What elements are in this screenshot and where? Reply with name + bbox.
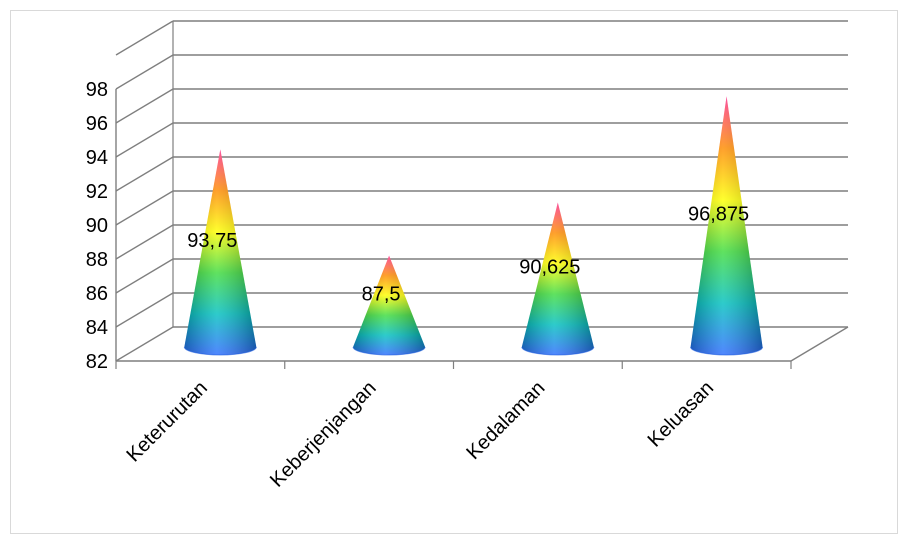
cone-base-rim (183, 346, 257, 356)
axes (115, 21, 849, 369)
gridline-side (115, 292, 174, 328)
cone-bar (352, 255, 426, 356)
cone-base-rim (521, 346, 595, 356)
category-label: Keberjenjangan (266, 377, 381, 492)
data-label: 96,875 (688, 204, 749, 226)
gridline-side (115, 88, 174, 124)
cone-bar (521, 202, 595, 356)
gridline-side (115, 190, 174, 226)
cone-base-rim (690, 346, 764, 356)
gridline-side (115, 258, 174, 294)
cones (183, 96, 764, 356)
y-tick-label: 92 (86, 181, 108, 203)
x-axis-categories: Keterurutan Keberjenjangan Kedalaman Keluas… (122, 377, 718, 492)
cone-bar (690, 96, 764, 356)
gridline-side (115, 326, 174, 362)
category-label: Keterurutan (122, 377, 211, 466)
y-tick-label: 88 (86, 249, 108, 271)
y-tick-label: 86 (86, 283, 108, 305)
y-tick-label: 90 (86, 215, 108, 237)
data-label: 93,75 (187, 230, 237, 252)
cone-bar (183, 149, 257, 356)
gridline-side (115, 20, 174, 56)
gridline-side (115, 54, 174, 90)
data-label: 87,5 (362, 283, 401, 305)
y-axis-ticks: 82 84 86 88 90 92 94 96 98 (86, 79, 108, 373)
category-label: Kedalaman (462, 377, 549, 464)
data-label: 90,625 (519, 257, 580, 279)
category-label: Keluasan (644, 377, 719, 452)
chart-area: 82 84 86 88 90 92 94 96 98 93,75 87,5 90,625 96,875… (10, 10, 898, 534)
cone-base-rim (352, 346, 426, 356)
floor-edge (790, 326, 849, 362)
gridline-side (115, 122, 174, 158)
data-labels: 93,75 87,5 90,625 96,875 (187, 204, 749, 306)
y-tick-label: 84 (86, 317, 108, 339)
y-tick-label: 94 (86, 147, 108, 169)
cone-shading (353, 255, 426, 355)
cone-shading (690, 96, 763, 355)
y-tick-label: 82 (86, 351, 108, 373)
gridline-side (115, 224, 174, 260)
y-tick-label: 96 (86, 113, 108, 135)
cone-shading (521, 202, 594, 355)
cone-chart: 82 84 86 88 90 92 94 96 98 93,75 87,5 90,625 96,875… (86, 20, 849, 492)
y-tick-label: 98 (86, 79, 108, 101)
cone-shading (184, 149, 257, 355)
gridline-side (115, 156, 174, 192)
